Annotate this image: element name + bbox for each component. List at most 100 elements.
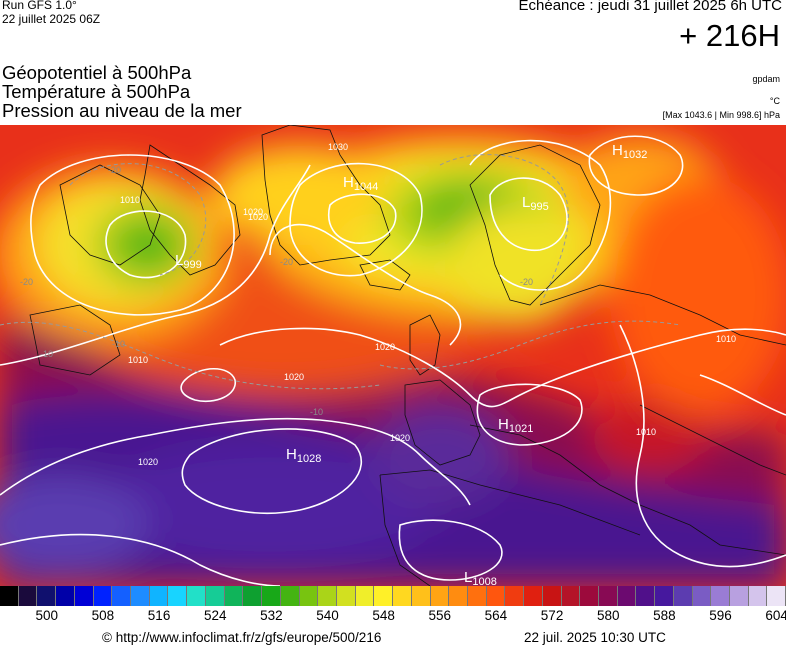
color-scale-cell bbox=[224, 586, 244, 606]
isobars bbox=[0, 135, 786, 586]
isobar-label: 1030 bbox=[328, 142, 348, 152]
isobar-value-labels: 1010 1020 1030 1020 1010 1020 1020 1020 … bbox=[120, 142, 736, 467]
color-scale-cell bbox=[748, 586, 768, 606]
color-scale-tick: 556 bbox=[428, 608, 452, 623]
color-scale bbox=[0, 586, 786, 606]
coastlines bbox=[29, 125, 786, 586]
footer-timestamp: 22 juil. 2025 10:30 UTC bbox=[524, 630, 666, 645]
param-geopotential: Géopotentiel à 500hPa bbox=[2, 62, 192, 83]
isotherm-label: -20 bbox=[520, 277, 533, 287]
color-scale-cell bbox=[599, 586, 618, 606]
color-scale-cell bbox=[243, 586, 263, 606]
color-scale-cell bbox=[524, 586, 543, 606]
forecast-valid-time: Echéance : jeudi 31 juillet 2025 6h UTC bbox=[518, 0, 783, 14]
isobar-label: 1010 bbox=[120, 195, 140, 205]
color-scale-cell bbox=[280, 586, 300, 606]
isobar-label: 1020 bbox=[243, 207, 263, 217]
color-scale-cell bbox=[449, 586, 468, 606]
run-label: Run GFS 1.0° bbox=[2, 0, 77, 12]
color-scale-tick: 508 bbox=[91, 608, 115, 623]
color-scale-cell bbox=[18, 586, 38, 606]
color-scale-tick: 596 bbox=[709, 608, 732, 623]
color-scale-tick: 500 bbox=[35, 608, 59, 623]
temperature-isotherms bbox=[0, 154, 681, 390]
color-scale-cell bbox=[730, 586, 749, 606]
color-scale-cell bbox=[692, 586, 712, 606]
color-scale-tick: 572 bbox=[540, 608, 564, 623]
color-scale-cell bbox=[131, 586, 150, 606]
isobar-label: 1010 bbox=[636, 427, 656, 437]
color-scale-tick: 564 bbox=[484, 608, 508, 623]
color-scale-cell bbox=[505, 586, 525, 606]
color-scale-tick: 524 bbox=[203, 608, 227, 623]
color-scale-cell bbox=[336, 586, 356, 606]
isotherm-label: -20 bbox=[280, 257, 293, 267]
color-scale-cell bbox=[467, 586, 487, 606]
color-scale-tick: 532 bbox=[260, 608, 283, 623]
color-scale-cell bbox=[430, 586, 450, 606]
isotherm-value-labels: -20 -20 -10 -10 -20 -20 -10 bbox=[20, 165, 533, 417]
color-scale-cell bbox=[0, 586, 19, 606]
isotherm-label: -10 bbox=[112, 339, 125, 349]
high-center-label: H1044 bbox=[343, 174, 378, 193]
color-scale-cell bbox=[411, 586, 431, 606]
isobar-label: 1010 bbox=[128, 355, 148, 365]
color-scale-cell bbox=[56, 586, 75, 606]
param-pressure: Pression au niveau de la mer bbox=[2, 100, 242, 121]
color-scale-cell bbox=[580, 586, 599, 606]
color-scale-cell bbox=[393, 586, 412, 606]
unit-geopotential: gpdam bbox=[752, 74, 780, 84]
color-scale-cell bbox=[355, 586, 375, 606]
color-scale-cell bbox=[149, 586, 169, 606]
color-scale-cell bbox=[74, 586, 94, 606]
color-scale-cell bbox=[636, 586, 656, 606]
color-scale-tick: 548 bbox=[372, 608, 395, 623]
param-temperature: Température à 500hPa bbox=[2, 81, 191, 102]
isotherm-label: -20 bbox=[108, 165, 121, 175]
isobar-label: 1020 bbox=[390, 433, 410, 443]
color-scale-tick: 540 bbox=[316, 608, 339, 623]
unit-temperature: °C bbox=[769, 96, 780, 106]
high-center-label: H1021 bbox=[498, 416, 533, 435]
color-scale-tick: 588 bbox=[653, 608, 676, 623]
geopotential-field bbox=[0, 125, 786, 586]
color-scale-cell bbox=[711, 586, 731, 606]
high-center-label: H1028 bbox=[286, 446, 321, 465]
isobar-label: 1010 bbox=[716, 334, 736, 344]
color-scale-cell bbox=[37, 586, 57, 606]
color-scale-cell bbox=[262, 586, 281, 606]
color-scale-tick: 516 bbox=[147, 608, 171, 623]
high-center-label: H1032 bbox=[612, 142, 647, 161]
color-scale-cell bbox=[617, 586, 637, 606]
isobar-label: 1020 bbox=[284, 372, 304, 382]
color-scale-cell bbox=[486, 586, 506, 606]
color-scale-cell bbox=[299, 586, 319, 606]
color-scale-cell bbox=[542, 586, 562, 606]
color-scale-cell bbox=[112, 586, 132, 606]
pressure-center-labels: H1044 H1032 L995 L999 H1028 H1021 L1008 bbox=[175, 142, 647, 586]
color-scale-cell bbox=[318, 586, 337, 606]
isobar-label: 1020 bbox=[138, 457, 158, 467]
forecast-map: H1044 H1032 L995 L999 H1028 H1021 L1008 … bbox=[0, 125, 786, 586]
run-date: 22 juillet 2025 06Z bbox=[2, 12, 101, 26]
color-scale-cell bbox=[561, 586, 581, 606]
color-scale-cell bbox=[673, 586, 693, 606]
color-scale-cell bbox=[93, 586, 113, 606]
color-scale-tick: 604 bbox=[765, 608, 786, 623]
color-scale-cell bbox=[374, 586, 394, 606]
color-scale-tick: 580 bbox=[596, 608, 620, 623]
isobar-label: 1020 bbox=[248, 212, 268, 222]
color-scale-cell bbox=[205, 586, 225, 606]
isotherm-label: -10 bbox=[310, 407, 323, 417]
pressure-range: [Max 1043.6 | Min 998.6] hPa bbox=[662, 110, 780, 120]
isotherm-label: -20 bbox=[20, 277, 33, 287]
color-scale-ticks: 500 508 516 524 532 540 548 556 564 572 580 588 596 6… bbox=[0, 608, 786, 628]
color-scale-cell bbox=[187, 586, 206, 606]
low-center-label: L999 bbox=[175, 252, 202, 271]
color-scale-cell bbox=[168, 586, 188, 606]
lead-time: + 216H bbox=[679, 18, 780, 53]
isotherm-label: -10 bbox=[40, 349, 53, 359]
footer-source: © http://www.infoclimat.fr/z/gfs/europe/… bbox=[102, 630, 382, 645]
color-scale-cell bbox=[767, 586, 786, 606]
isobar-label: 1020 bbox=[375, 342, 395, 352]
